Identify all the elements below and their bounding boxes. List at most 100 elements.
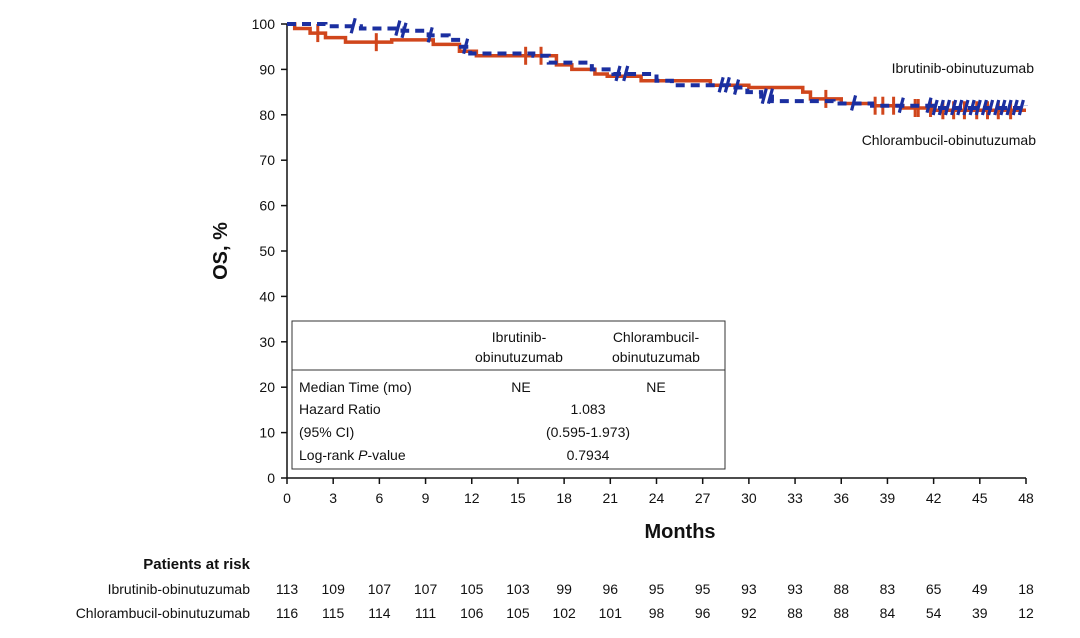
censor-mark-chlorambucil-0 <box>349 17 357 34</box>
at-risk-value-chlorambucil-1: 115 <box>322 605 345 621</box>
x-tick-label-27: 27 <box>695 490 711 506</box>
at-risk-value-ibrutinib-1: 109 <box>322 581 346 597</box>
censor-mark-chlorambucil-4 <box>462 38 470 55</box>
at-risk-value-ibrutinib-6: 99 <box>556 581 572 597</box>
at-risk-value-chlorambucil-12: 88 <box>833 605 849 621</box>
stats-hr-value: 1.083 <box>570 401 605 417</box>
censor-mark-chlorambucil-16 <box>937 99 945 116</box>
y-tick-label-50: 50 <box>259 243 275 259</box>
at-risk-value-ibrutinib-3: 107 <box>414 581 438 597</box>
censor-mark-chlorambucil-2 <box>400 22 408 39</box>
censor-mark-chlorambucil-27 <box>1005 99 1013 116</box>
stats-table-border <box>291 320 726 470</box>
censor-mark-chlorambucil-8 <box>723 76 731 93</box>
at-risk-value-chlorambucil-9: 96 <box>695 605 711 621</box>
stats-col1-header-line2: obinutuzumab <box>475 349 563 365</box>
censor-mark-chlorambucil-17 <box>943 99 952 116</box>
censor-mark-chlorambucil-12 <box>850 95 858 111</box>
censor-mark-chlorambucil-23 <box>980 99 988 116</box>
y-tick-label-90: 90 <box>259 61 275 77</box>
at-risk-value-chlorambucil-16: 12 <box>1018 605 1034 621</box>
at-risk-value-ibrutinib-7: 96 <box>603 581 619 597</box>
at-risk-value-ibrutinib-9: 95 <box>695 581 711 597</box>
censor-mark-chlorambucil-18 <box>950 99 958 116</box>
stats-p-label: Log-rank P-value <box>299 447 406 463</box>
x-tick-label-6: 6 <box>375 490 383 506</box>
censor-mark-chlorambucil-3 <box>426 26 434 43</box>
stats-ci-value: (0.595-1.973) <box>546 424 630 440</box>
at-risk-value-ibrutinib-0: 113 <box>276 581 299 597</box>
stats-hr-label: Hazard Ratio <box>299 401 381 417</box>
y-tick-label-10: 10 <box>259 425 275 441</box>
censor-mark-chlorambucil-6 <box>622 65 630 82</box>
x-tick-label-15: 15 <box>510 490 526 506</box>
stats-median-label: Median Time (mo) <box>299 379 412 395</box>
censor-mark-chlorambucil-13 <box>897 97 905 114</box>
at-risk-value-chlorambucil-14: 54 <box>926 605 942 621</box>
censor-mark-chlorambucil-14 <box>925 97 933 114</box>
series-layer <box>287 17 1028 120</box>
x-tick-label-18: 18 <box>556 490 572 506</box>
stats-p-label-b: P <box>358 447 368 463</box>
stats-p-label-c: -value <box>368 447 406 463</box>
censor-mark-chlorambucil-5 <box>614 65 622 82</box>
at-risk-value-chlorambucil-11: 88 <box>787 605 803 621</box>
y-tick-label-100: 100 <box>252 16 276 32</box>
at-risk-value-ibrutinib-2: 107 <box>368 581 392 597</box>
at-risk-value-ibrutinib-12: 88 <box>833 581 849 597</box>
y-tick-label-60: 60 <box>259 198 275 214</box>
x-tick-label-45: 45 <box>972 490 988 506</box>
series-label-chlorambucil: Chlorambucil-obinutuzumab <box>862 132 1037 148</box>
at-risk-value-chlorambucil-15: 39 <box>972 605 988 621</box>
at-risk-value-ibrutinib-16: 18 <box>1018 581 1034 597</box>
x-ticks: 0 3 6 9 12 15 18 21 24 27 30 33 36 39 42 45 48 <box>283 478 1034 506</box>
stats-col2-header-line2: obinutuzumab <box>612 349 700 365</box>
y-axis-title: OS, % <box>210 222 232 280</box>
censor-mark-chlorambucil-7 <box>717 76 725 93</box>
stats-p-label-a: Log-rank <box>299 447 358 463</box>
x-tick-label-33: 33 <box>787 490 803 506</box>
x-tick-label-21: 21 <box>603 490 619 506</box>
censor-mark-chlorambucil-20 <box>962 99 970 116</box>
x-tick-label-9: 9 <box>422 490 430 506</box>
censor-mark-chlorambucil-29 <box>1017 99 1025 116</box>
at-risk-value-chlorambucil-3: 111 <box>415 605 436 621</box>
stats-p-value: 0.7934 <box>567 447 610 463</box>
x-axis-title: Months <box>644 521 715 543</box>
x-tick-label-30: 30 <box>741 490 757 506</box>
at-risk-row-label-chlorambucil: Chlorambucil-obinutuzumab <box>76 605 251 621</box>
series-label-ibrutinib: Ibrutinib-obinutuzumab <box>892 60 1035 76</box>
y-tick-label-70: 70 <box>259 152 275 168</box>
x-tick-label-12: 12 <box>464 490 480 506</box>
stats-col2-header-line1: Chlorambucil- <box>613 329 700 345</box>
censor-mark-chlorambucil-11 <box>766 88 774 105</box>
x-tick-label-39: 39 <box>880 490 896 506</box>
stats-table: Ibrutinib- obinutuzumab Chlorambucil- ob… <box>291 320 726 470</box>
censor-mark-chlorambucil-24 <box>987 99 995 116</box>
series-line-chlorambucil <box>287 22 1028 110</box>
at-risk-value-ibrutinib-4: 105 <box>460 581 484 597</box>
y-tick-label-20: 20 <box>259 379 275 395</box>
at-risk-value-chlorambucil-8: 98 <box>649 605 665 621</box>
at-risk-value-ibrutinib-11: 93 <box>787 581 803 597</box>
at-risk-value-chlorambucil-7: 101 <box>599 605 623 621</box>
x-tick-label-3: 3 <box>329 490 337 506</box>
censor-mark-chlorambucil-25 <box>993 99 1001 116</box>
stats-median-value-2: NE <box>646 379 665 395</box>
x-tick-label-0: 0 <box>283 490 291 506</box>
at-risk-title: Patients at risk <box>143 556 250 573</box>
y-ticks: 0 10 20 30 40 50 60 70 80 90 100 <box>252 16 287 486</box>
at-risk-value-ibrutinib-10: 93 <box>741 581 757 597</box>
at-risk-value-chlorambucil-2: 114 <box>368 605 391 621</box>
x-tick-label-36: 36 <box>833 490 849 506</box>
censor-mark-chlorambucil-9 <box>733 79 741 95</box>
censor-mark-chlorambucil-1 <box>394 20 402 36</box>
x-tick-label-24: 24 <box>649 490 665 506</box>
censor-mark-chlorambucil-28 <box>1011 99 1019 116</box>
censor-mark-chlorambucil-10 <box>760 88 768 105</box>
censor-mark-chlorambucil-22 <box>974 99 982 116</box>
y-tick-label-40: 40 <box>259 288 275 304</box>
y-tick-label-80: 80 <box>259 107 275 123</box>
at-risk-value-ibrutinib-15: 49 <box>972 581 988 597</box>
